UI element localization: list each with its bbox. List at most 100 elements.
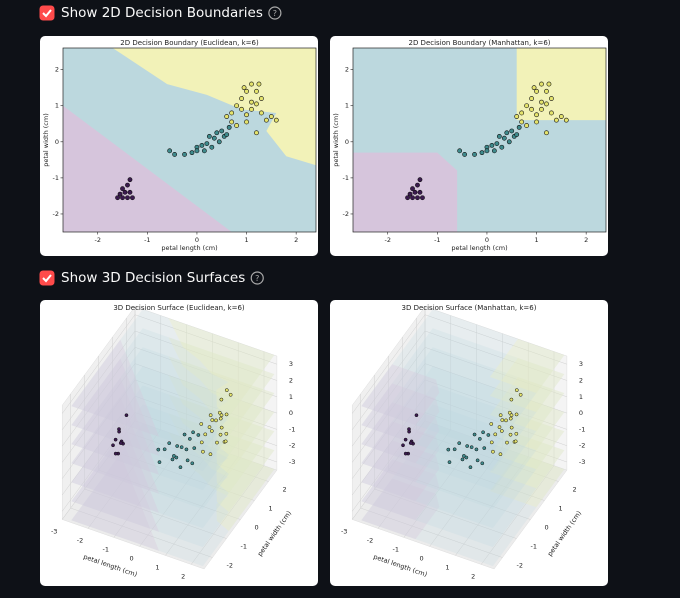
help-icon[interactable] (268, 6, 282, 20)
check-mark (42, 274, 52, 283)
checkbox-label[interactable]: Show 2D Decision Boundaries (61, 5, 263, 21)
decision-surface (361, 421, 440, 483)
data-point (484, 148, 490, 154)
decision-surface (168, 432, 275, 531)
data-point (499, 144, 505, 150)
decision-region (112, 48, 316, 166)
data-point (513, 439, 518, 444)
data-point (204, 141, 210, 147)
decision-surface (71, 423, 275, 567)
checkbox-row[interactable]: Show 3D Decision Surfaces (39, 270, 245, 286)
check-mark (42, 9, 52, 18)
data-point (410, 195, 415, 201)
grid-line (126, 431, 269, 482)
data-point (539, 99, 544, 105)
data-point (117, 429, 121, 434)
data-point (534, 112, 539, 118)
data-point (196, 433, 201, 437)
decision-surface (71, 453, 160, 551)
data-point (244, 88, 249, 94)
data-point (417, 177, 423, 183)
y-tick-label: 0 (55, 138, 59, 146)
decision-surface (71, 434, 160, 532)
data-point (117, 191, 123, 197)
data-point (546, 81, 552, 87)
grid-line (351, 412, 426, 512)
data-point (185, 458, 190, 463)
axes-frame (62, 47, 317, 233)
data-point (491, 148, 497, 154)
grid-line (134, 363, 277, 414)
grid-line (374, 488, 517, 539)
grid-line (61, 314, 136, 414)
decision-surface (71, 415, 160, 513)
data-point (514, 388, 519, 393)
grid-line (388, 469, 531, 520)
data-point (493, 432, 498, 437)
y-tick-label: 1 (345, 102, 349, 110)
y-tick-label: 0 (545, 524, 549, 532)
grid-line (424, 347, 567, 398)
data-point (122, 189, 128, 195)
help-icon[interactable] (250, 271, 264, 285)
chart-title: 2D Decision Boundary (Euclidean, k=6) (120, 39, 259, 47)
data-point (496, 133, 502, 139)
data-point (401, 443, 405, 448)
data-point (412, 189, 418, 195)
data-point (563, 117, 569, 123)
checkbox[interactable] (39, 270, 55, 286)
data-point (249, 99, 254, 105)
data-point (224, 132, 230, 137)
decision-surface (168, 413, 275, 512)
data-point (194, 148, 200, 154)
grid-line (70, 507, 213, 558)
data-point (457, 441, 462, 446)
data-point (120, 186, 125, 192)
data-point (241, 85, 247, 91)
data-point (544, 101, 549, 107)
decision-surface (489, 434, 565, 489)
grid-line (351, 330, 426, 430)
y-tick-label: -2 (53, 210, 59, 218)
decision-surface (361, 383, 440, 445)
data-point (203, 432, 208, 437)
data-point (113, 437, 118, 442)
grid-line (424, 363, 567, 414)
data-point (229, 119, 235, 125)
data-point (178, 465, 183, 470)
decision-surface (361, 423, 565, 567)
z-tick-label: -1 (579, 425, 585, 433)
data-point (531, 85, 537, 91)
grid-line (61, 347, 136, 447)
data-point (558, 114, 564, 119)
decision-surface (71, 309, 275, 453)
x-tick-label: 1 (445, 563, 449, 571)
data-point (518, 392, 523, 397)
data-point (486, 433, 491, 437)
data-point (504, 418, 508, 423)
x-tick-label: 2 (584, 236, 588, 244)
data-point (505, 440, 509, 445)
x-tick-label: -2 (367, 536, 373, 544)
data-point (224, 412, 229, 417)
x-tick-label: -3 (51, 527, 57, 535)
grid-line (61, 363, 136, 463)
x-tick-label: 2 (181, 572, 185, 580)
data-point (174, 455, 179, 460)
grid-line (134, 379, 277, 430)
data-point (534, 119, 539, 125)
decision-surface (71, 366, 275, 510)
data-point (156, 447, 161, 452)
data-point (254, 101, 259, 107)
checkbox[interactable] (39, 5, 55, 21)
data-point (489, 422, 494, 426)
checkbox-row[interactable]: Show 2D Decision Boundaries (39, 5, 263, 21)
x-tick-label: 0 (485, 236, 489, 244)
checkbox-label[interactable]: Show 3D Decision Surfaces (61, 270, 245, 286)
x-tick-label: 1 (155, 563, 159, 571)
grid-line (402, 450, 545, 501)
grid-line (351, 396, 426, 496)
data-point (489, 440, 494, 445)
decision-surface (361, 364, 440, 426)
data-point (420, 195, 425, 201)
